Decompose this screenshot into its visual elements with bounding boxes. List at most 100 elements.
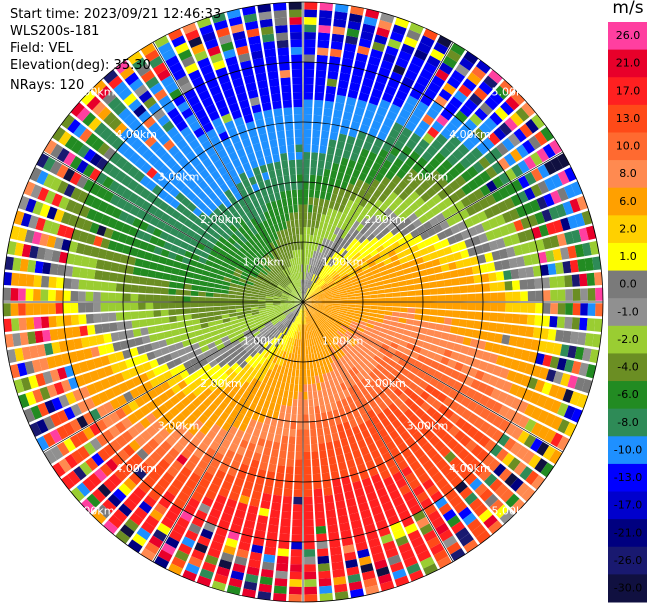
ppi-gate bbox=[109, 439, 122, 453]
ppi-gate bbox=[253, 316, 261, 321]
ppi-gate bbox=[274, 309, 282, 313]
ppi-gate bbox=[322, 373, 329, 382]
ppi-gate bbox=[301, 272, 303, 280]
ppi-gate bbox=[218, 391, 228, 401]
ppi-gate bbox=[279, 282, 287, 288]
ppi-ray bbox=[182, 22, 303, 302]
range-label: 5.00km bbox=[73, 86, 115, 99]
ppi-gate bbox=[445, 253, 455, 263]
ppi-gate bbox=[357, 188, 367, 198]
ppi-gate bbox=[409, 191, 420, 202]
ppi-gate bbox=[289, 322, 294, 330]
ppi-gate bbox=[280, 518, 291, 527]
ppi-gate bbox=[269, 233, 276, 242]
ppi-gate bbox=[564, 274, 573, 288]
ppi-gate bbox=[290, 47, 302, 55]
ppi-gate bbox=[303, 114, 312, 123]
ppi-gate bbox=[527, 351, 538, 364]
ppi-gate bbox=[330, 370, 337, 379]
ppi-gate bbox=[430, 302, 438, 309]
ppi-gate bbox=[257, 437, 266, 447]
ppi-gate bbox=[294, 219, 299, 228]
ppi-ray bbox=[211, 12, 303, 302]
ppi-gate bbox=[350, 238, 358, 247]
ppi-gate bbox=[504, 313, 513, 324]
ppi-gate bbox=[218, 203, 228, 213]
ppi-gate bbox=[295, 299, 303, 302]
ppi-gate bbox=[263, 245, 271, 254]
ppi-gate bbox=[295, 323, 299, 332]
ppi-gate bbox=[134, 84, 148, 98]
ppi-gate bbox=[425, 198, 437, 209]
ppi-gate bbox=[320, 325, 327, 333]
ppi-gate bbox=[149, 141, 162, 153]
ppi-gate bbox=[205, 103, 217, 115]
ppi-gate bbox=[402, 174, 413, 185]
ppi-gate bbox=[29, 345, 39, 359]
range-label: 3.00km bbox=[407, 419, 449, 432]
range-label: 5.00km bbox=[492, 86, 534, 99]
ppi-gate bbox=[488, 353, 499, 364]
ppi-gate bbox=[393, 196, 404, 207]
ppi-gate bbox=[438, 256, 448, 265]
ppi-gate bbox=[364, 326, 373, 333]
ppi-gate bbox=[286, 251, 292, 260]
ppi-gate bbox=[188, 168, 199, 179]
ppi-gate bbox=[332, 377, 340, 386]
ppi-ray bbox=[80, 302, 303, 514]
ppi-gate bbox=[76, 415, 89, 429]
ppi-gate bbox=[320, 229, 326, 238]
ppi-gate bbox=[403, 207, 414, 217]
ppi-gate bbox=[315, 375, 320, 384]
ppi-gate bbox=[288, 298, 296, 301]
ppi-gate bbox=[437, 189, 449, 200]
ppi-gate bbox=[369, 312, 378, 318]
ppi-gate bbox=[266, 324, 274, 331]
ppi-gate bbox=[276, 39, 289, 49]
ppi-gate bbox=[367, 350, 376, 359]
ppi-gate bbox=[398, 190, 409, 201]
ppi-gate bbox=[318, 335, 324, 344]
ppi-gate bbox=[381, 417, 391, 428]
ppi-gate bbox=[291, 541, 302, 550]
ppi-gate bbox=[49, 328, 59, 341]
ppi-gate bbox=[342, 444, 352, 454]
ppi-gate bbox=[76, 430, 89, 445]
ppi-gate bbox=[465, 205, 477, 217]
ppi-gate bbox=[199, 424, 210, 436]
ppi-gate bbox=[362, 305, 371, 309]
ppi-gate bbox=[318, 24, 331, 34]
ppi-ray bbox=[52, 302, 303, 478]
ppi-gate bbox=[530, 339, 540, 351]
ppi-gate bbox=[385, 170, 396, 181]
ppi-gate bbox=[181, 107, 194, 120]
ppi-gate bbox=[315, 360, 321, 368]
ppi-gate bbox=[524, 171, 537, 186]
ppi-gate bbox=[303, 99, 313, 108]
ppi-gate bbox=[504, 182, 517, 196]
ppi-gate bbox=[304, 309, 307, 317]
ppi-gate bbox=[311, 376, 316, 385]
ppi-gate bbox=[346, 288, 355, 293]
ppi-gate bbox=[70, 450, 84, 465]
ppi-gate bbox=[262, 148, 272, 157]
ppi-gate bbox=[259, 576, 273, 586]
ppi-gate bbox=[378, 203, 388, 213]
ppi-gate bbox=[251, 411, 260, 421]
ppi-gate bbox=[303, 399, 309, 407]
ppi-gate bbox=[68, 351, 79, 364]
ppi-gate bbox=[107, 217, 118, 229]
ppi-gate bbox=[288, 2, 302, 10]
ppi-gate bbox=[320, 381, 326, 390]
ppi-gate bbox=[529, 391, 541, 405]
ppi-gate bbox=[281, 317, 288, 325]
ppi-gate bbox=[254, 65, 266, 75]
ppi-gate bbox=[243, 302, 251, 305]
ppi-gate bbox=[510, 477, 524, 492]
ppi-gate bbox=[431, 399, 443, 410]
ppi-gate bbox=[134, 506, 148, 520]
ppi-gate bbox=[505, 291, 513, 302]
ppi-gate bbox=[191, 279, 201, 286]
ppi-gate bbox=[347, 306, 356, 310]
ppi-gate bbox=[476, 142, 489, 155]
